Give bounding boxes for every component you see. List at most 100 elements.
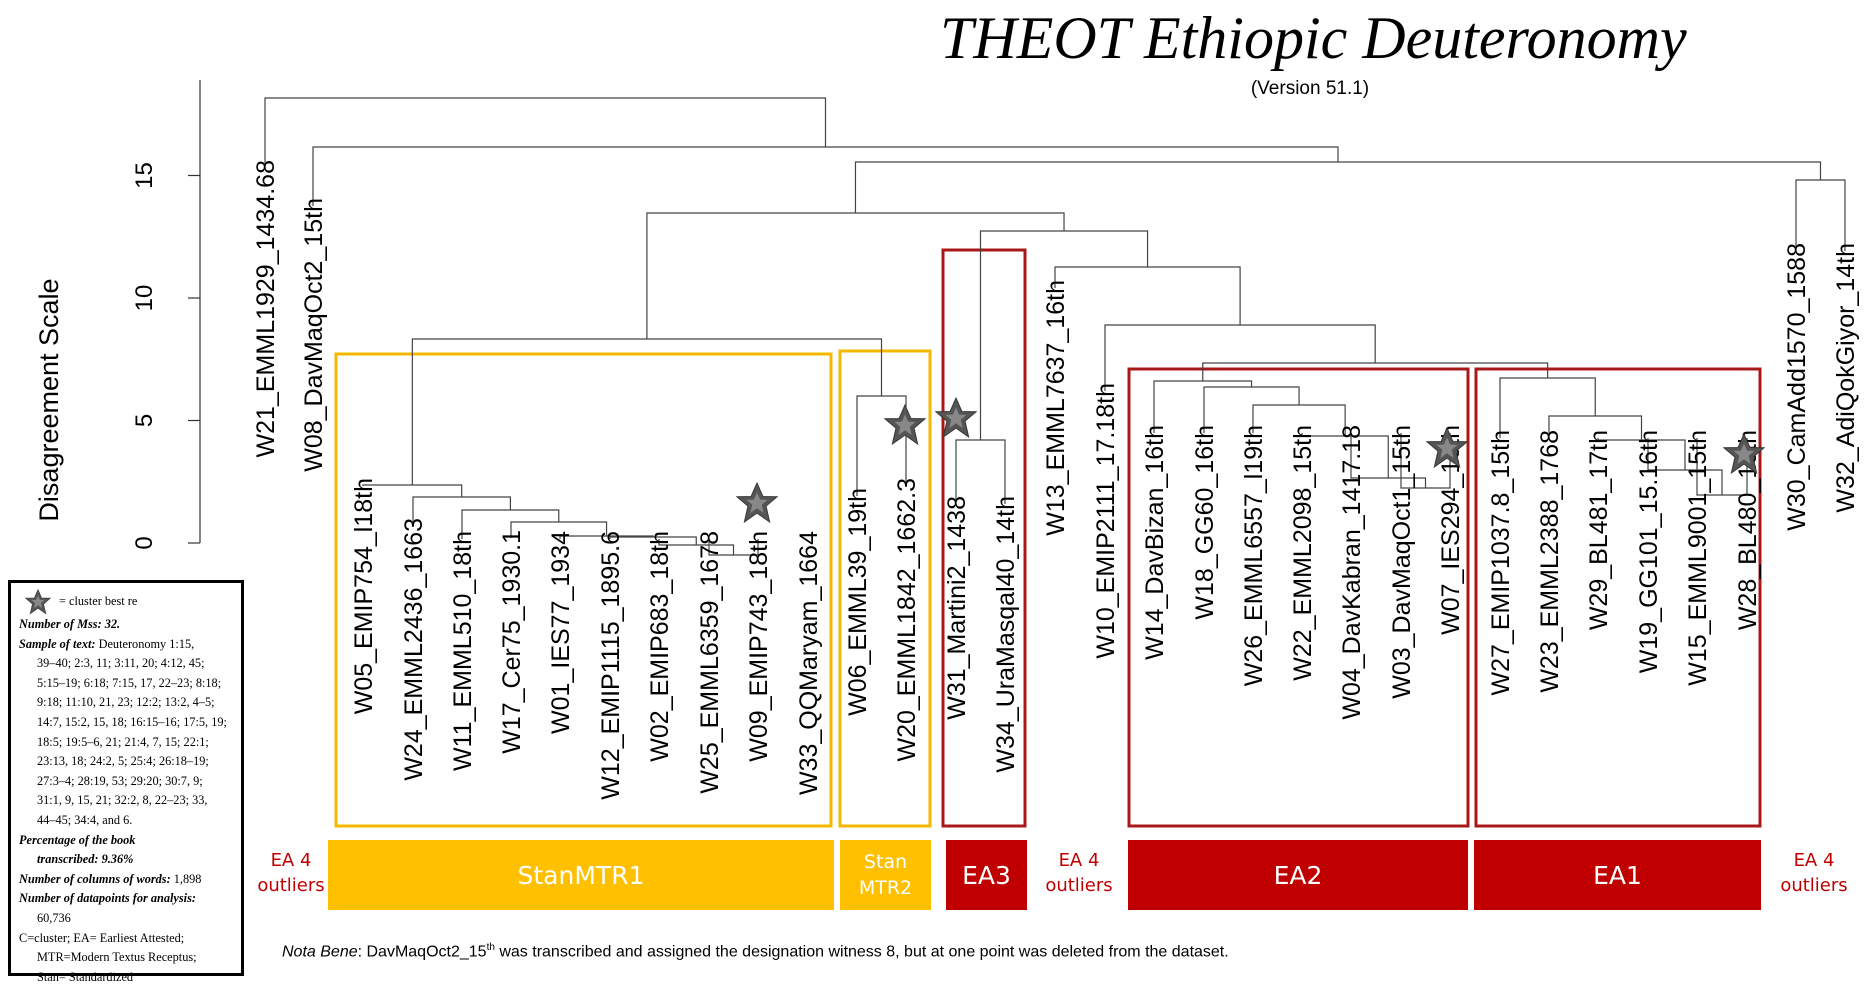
band-label-stanmtr2-line1: Stan xyxy=(863,851,908,873)
nota-label: Nota Bene xyxy=(282,943,358,961)
band-label-ea1: EA1 xyxy=(1593,860,1642,890)
sample-line-9: 44–45; 34:4, and 6. xyxy=(37,812,133,827)
page-title: THEOT Ethiopic Deuteronomy xyxy=(940,5,1687,71)
cols-row: Number of columns of words: 1,898 xyxy=(19,870,233,890)
leaf-label: W19_GG101_15.16th xyxy=(1635,430,1663,673)
box-ea1 xyxy=(1474,367,1762,828)
leaf-labels: W21_EMML1929_1434.68 W08_DavMaqOct2_15th W… xyxy=(252,160,1860,800)
leaf-label: W04_DavKabran_1417.18 xyxy=(1338,425,1366,720)
band-ea1: EA1 xyxy=(1474,840,1761,910)
dendrogram-link xyxy=(1054,266,1241,325)
dendrogram-link xyxy=(854,161,1822,213)
leaf-label: W25_EMML6359_1678 xyxy=(696,531,724,794)
sample-text: Sample of text: Deuteronomy 1:15, xyxy=(19,635,233,655)
cols-value: 1,898 xyxy=(173,871,202,886)
abbr-line-1: MTR=Modern Textus Receptus; xyxy=(37,950,197,965)
abbr-line-2: Stan= Standardized xyxy=(37,969,134,984)
leaf-label: W15_EMML9001_15th xyxy=(1684,430,1712,686)
dendrogram-link xyxy=(955,439,1006,504)
band-ea3: EA3 xyxy=(946,840,1027,910)
leaf-label: W32_AdiQokGiyor_14th xyxy=(1832,243,1860,513)
star-icon xyxy=(25,589,51,615)
cols-label: Number of columns of words: xyxy=(19,871,171,886)
band-label-ea3: EA3 xyxy=(962,860,1011,890)
pct-label-2: transcribed: xyxy=(37,852,99,867)
box-stanmtr1 xyxy=(334,352,833,828)
pct-value: 9.36% xyxy=(101,852,134,867)
star-icon xyxy=(736,482,778,523)
mss-count: Number of Mss: 32. xyxy=(19,617,121,631)
band-stanmtr1: StanMTR1 xyxy=(328,840,834,910)
band-label-stanmtr2-line2: MTR2 xyxy=(858,877,913,899)
dendrogram-link xyxy=(646,212,1065,339)
sample-line-4: 14:7, 15:2, 15, 18; 16:15–16; 17:5, 19; xyxy=(37,714,227,729)
sample-line-3: 9:18; 11:10, 21, 23; 12:2; 13:2, 4–5; xyxy=(37,695,215,710)
y-tick-label: 0 xyxy=(131,536,158,549)
y-axis: 0 5 10 15 Disagreement Scale xyxy=(34,80,201,550)
legend-row: = cluster best re xyxy=(19,589,233,615)
outlier-label-left: EA 4 outliers xyxy=(256,848,326,898)
box-ea3 xyxy=(941,248,1027,828)
leaf-label: W12_EMIP1115_1895.6 xyxy=(597,531,625,800)
leaf-label: W34_UraMasqal40_14th xyxy=(992,496,1020,773)
nota-text-2: was transcribed and assigned the designa… xyxy=(494,943,1229,961)
star-icon xyxy=(884,404,926,445)
sample-line-6: 23:13, 18; 24:2, 5; 25:4; 26:18–19; xyxy=(37,754,209,769)
leaf-label: W06_EMML39_19th xyxy=(844,488,872,716)
outlier-label-line1: EA 4 xyxy=(1058,850,1100,871)
box-ea2 xyxy=(1127,367,1470,828)
nota-text-1: : DavMaqOct2_15 xyxy=(357,943,487,961)
leaf-label: W14_DavBizan_16th xyxy=(1141,425,1169,660)
outlier-label-line2: outliers xyxy=(257,875,325,896)
leaf-label: W24_EMML2436_1663 xyxy=(400,518,428,781)
leaf-label: W02_EMIP683_18th xyxy=(646,531,674,762)
leaf-label: W22_EMML2098_15th xyxy=(1289,425,1317,681)
info-box: = cluster best re Number of Mss: 32. Sam… xyxy=(8,580,244,984)
leaf-label: W26_EMML6557_l19th xyxy=(1240,425,1268,686)
leaf-label: W11_EMML510_18th xyxy=(449,531,477,771)
band-ea2: EA2 xyxy=(1128,840,1468,910)
leaf-label: W13_EMML7637_16th xyxy=(1042,280,1070,536)
outlier-label-line2: outliers xyxy=(1045,875,1113,896)
leaf-label: W21_EMML1929_1434.68 xyxy=(252,160,280,457)
leaf-label: W08_DavMaqOct2_15th xyxy=(300,198,328,472)
box-stanmtr2 xyxy=(838,349,932,828)
leaf-label: W01_IES77_1934 xyxy=(547,531,575,734)
legend-text: = cluster best re xyxy=(59,594,138,609)
dendrogram-link xyxy=(264,97,827,168)
leaf-label: W33_QQMaryam_1664 xyxy=(795,531,823,795)
sample-label: Sample of text: xyxy=(19,636,96,651)
leaf-label: W29_BL481_17th xyxy=(1585,430,1613,630)
sample-line-1: 39–40; 2:3, 11; 3:11, 20; 4:12, 45; xyxy=(37,656,205,671)
leaf-label: W23_EMML2388_1768 xyxy=(1536,430,1564,693)
y-tick-label: 15 xyxy=(131,162,158,189)
datapoints-value: 60,736 xyxy=(37,910,71,925)
pct-row: transcribed: 9.36% xyxy=(19,850,233,870)
leaf-label: W09_EMIP743_18th xyxy=(745,531,773,762)
dendrogram-link xyxy=(1795,179,1846,251)
page-subtitle: (Version 51.1) xyxy=(1250,78,1370,99)
band-label-ea2: EA2 xyxy=(1273,860,1323,890)
y-tick-label: 5 xyxy=(131,414,158,427)
nota-bene: Nota Bene: DavMaqOct2_15th was transcrib… xyxy=(282,942,1229,961)
sample-line-0: Deuteronomy 1:15, xyxy=(98,636,195,651)
sample-line-2: 5:15–19; 6:18; 7:15, 17, 22–23; 8:18; xyxy=(37,675,222,690)
leaf-label: W18_GG60_16th xyxy=(1191,425,1219,620)
sample-line-7: 27:3–4; 28:19, 53; 29:20; 30:7, 9; xyxy=(37,773,203,788)
dendrogram-link xyxy=(1202,362,1549,381)
dendrogram-link xyxy=(312,146,1339,206)
outlier-label-line2: outliers xyxy=(1780,875,1848,896)
pct-label: Percentage of the book xyxy=(19,832,136,847)
leaf-label: W03_DavMaqOct1_15th xyxy=(1388,425,1416,699)
leaf-label: W31_Martini2_1438 xyxy=(943,496,971,720)
outlier-label-line1: EA 4 xyxy=(1793,850,1835,871)
outlier-label-middle: EA 4 outliers xyxy=(1044,848,1114,898)
outlier-label-right: EA 4 outliers xyxy=(1779,848,1849,898)
band-stanmtr2: Stan MTR2 xyxy=(840,840,931,910)
sample-line-8: 31:1, 9, 15, 21; 32:2, 8, 22–23; 33, xyxy=(37,793,208,808)
leaf-label: W17_Cer75_1930.1 xyxy=(498,530,526,754)
leaf-label: W10_EMIP2111_17.18th xyxy=(1092,383,1120,659)
dendrogram-link xyxy=(411,338,883,485)
leaf-label: W30_CamAdd1570_1588 xyxy=(1783,243,1811,531)
